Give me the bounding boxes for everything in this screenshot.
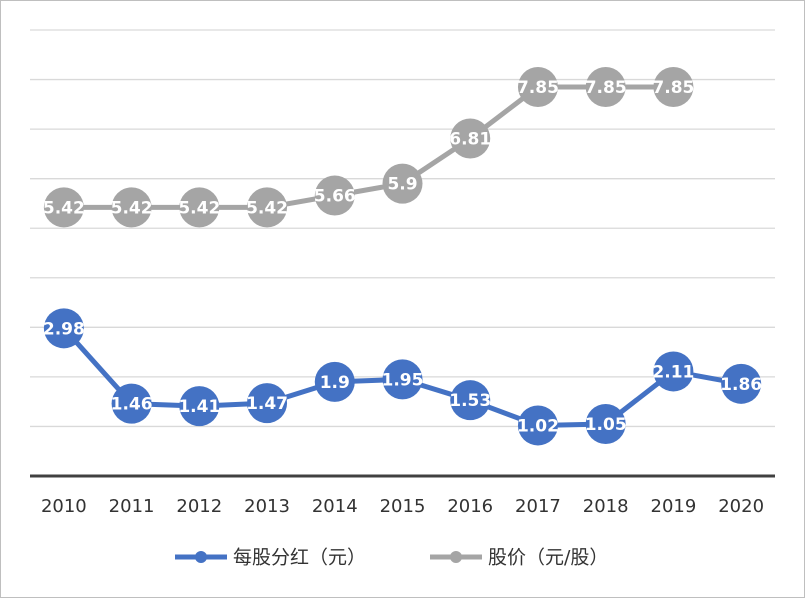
data-label: 7.85 xyxy=(652,78,694,98)
data-label: 5.66 xyxy=(314,187,356,207)
data-point xyxy=(585,66,626,107)
data-point xyxy=(43,187,84,228)
data-label: 5.42 xyxy=(246,198,288,218)
x-tick-label: 2016 xyxy=(447,496,493,517)
data-label: 5.42 xyxy=(43,198,85,218)
data-label: 1.86 xyxy=(720,375,762,395)
data-point xyxy=(247,187,288,228)
data-label: 1.05 xyxy=(585,415,627,435)
data-label: 2.11 xyxy=(652,362,694,382)
data-label: 5.42 xyxy=(111,198,153,218)
x-tick-label: 2019 xyxy=(651,496,697,517)
x-tick-label: 2013 xyxy=(244,496,290,517)
data-point xyxy=(247,383,288,424)
x-tick-label: 2010 xyxy=(41,496,87,517)
data-point xyxy=(653,351,694,392)
legend-label: 股价（元/股） xyxy=(488,547,608,569)
data-point xyxy=(382,359,423,400)
data-label: 7.85 xyxy=(517,78,559,98)
data-label: 1.9 xyxy=(320,373,350,393)
legend-marker xyxy=(195,551,207,563)
data-label: 2.98 xyxy=(43,319,85,339)
x-tick-label: 2012 xyxy=(176,496,222,517)
data-point xyxy=(517,405,558,446)
data-point xyxy=(721,363,762,404)
data-label: 5.9 xyxy=(387,175,417,195)
data-point xyxy=(314,175,355,216)
data-point xyxy=(179,386,220,427)
x-tick-label: 2020 xyxy=(718,496,764,517)
data-label: 1.53 xyxy=(449,391,491,411)
data-label: 7.85 xyxy=(585,78,627,98)
series-line xyxy=(63,84,674,210)
data-label: 1.46 xyxy=(111,395,153,415)
x-tick-label: 2017 xyxy=(515,496,561,517)
legend-label: 每股分红（元） xyxy=(233,547,366,569)
data-label: 1.95 xyxy=(382,370,424,390)
data-point xyxy=(314,361,355,402)
data-point xyxy=(653,66,694,107)
legend-marker xyxy=(450,551,462,563)
data-label: 1.02 xyxy=(517,416,559,436)
data-point xyxy=(43,308,84,349)
data-point xyxy=(111,187,152,228)
data-point xyxy=(111,383,152,424)
data-point xyxy=(517,66,558,107)
x-tick-label: 2018 xyxy=(583,496,629,517)
data-label: 1.41 xyxy=(178,397,220,417)
x-tick-label: 2014 xyxy=(312,496,358,517)
data-label: 6.81 xyxy=(449,130,491,150)
data-point xyxy=(179,187,220,228)
data-point xyxy=(585,403,626,444)
data-point xyxy=(382,163,423,204)
x-tick-label: 2015 xyxy=(380,496,426,517)
data-label: 5.42 xyxy=(178,198,220,218)
data-label: 1.47 xyxy=(246,394,288,414)
data-point xyxy=(450,380,491,421)
x-tick-label: 2011 xyxy=(109,496,155,517)
data-point xyxy=(450,118,491,159)
